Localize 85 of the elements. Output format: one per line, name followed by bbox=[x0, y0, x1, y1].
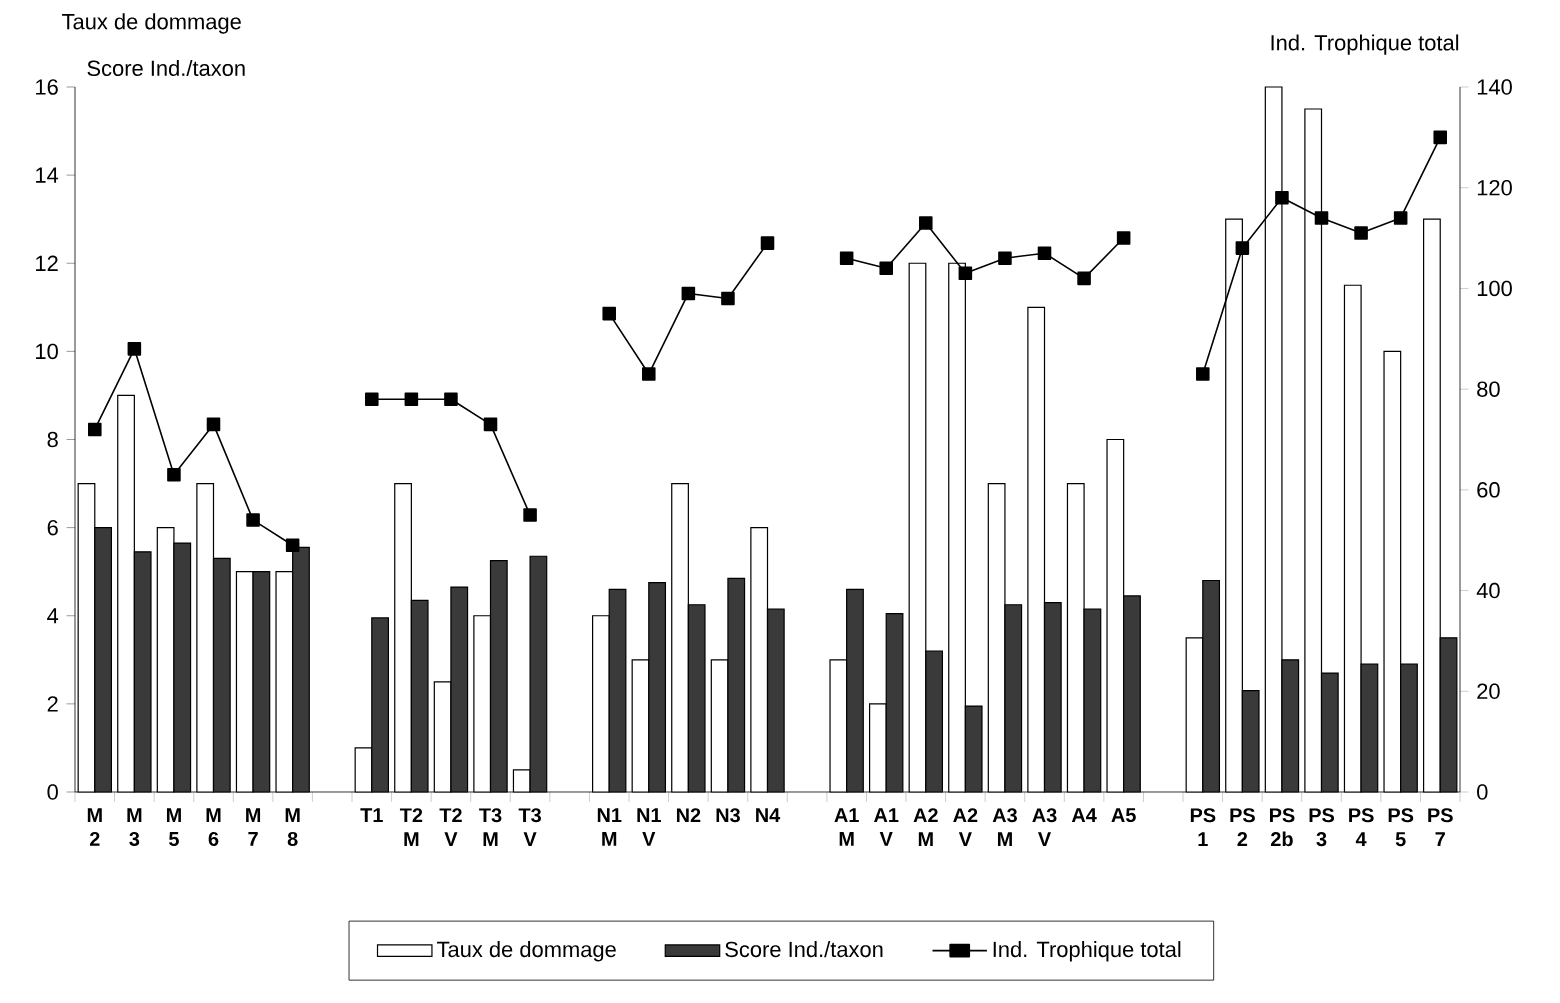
y-tick-label: 6 bbox=[47, 519, 58, 536]
y2-axis-title: Ind. Trophique total bbox=[1271, 34, 1459, 55]
x-tick-label: T3 M bbox=[479, 808, 502, 847]
y-tick-label: 14 bbox=[36, 167, 59, 183]
point bbox=[404, 392, 419, 406]
point bbox=[206, 417, 221, 432]
point bbox=[167, 467, 181, 482]
y2-tick-label: 80 bbox=[1477, 381, 1500, 397]
point bbox=[760, 236, 775, 250]
x-tick-label: M 7 bbox=[246, 808, 261, 846]
x-tick-label: A1 M bbox=[834, 808, 859, 846]
x-tick-label: M 5 bbox=[166, 808, 181, 847]
x-tick-label: T1 bbox=[360, 808, 383, 822]
x-tick-label: A2 V bbox=[953, 808, 978, 847]
x-tick-label: PS 1 bbox=[1190, 808, 1216, 847]
x-tick-label: T2 V bbox=[439, 808, 462, 847]
point bbox=[127, 342, 142, 356]
x-tick-label: PS 3 bbox=[1309, 808, 1335, 847]
x-tick-label: A5 bbox=[1111, 808, 1136, 823]
point bbox=[839, 251, 854, 265]
y-tick-label: 12 bbox=[36, 255, 58, 271]
x-tick-label: M 3 bbox=[127, 808, 142, 847]
y2-tick-label: 100 bbox=[1477, 280, 1512, 297]
x-tick-label: PS 2b bbox=[1269, 808, 1295, 847]
point bbox=[365, 392, 379, 406]
y2-tick-label: 40 bbox=[1476, 582, 1500, 599]
y-tick-label: 10 bbox=[36, 343, 58, 360]
x-tick-label: PS 4 bbox=[1349, 808, 1374, 847]
point bbox=[1275, 191, 1289, 205]
x-tick-label: A1 V bbox=[873, 808, 899, 846]
point bbox=[444, 392, 458, 406]
point bbox=[879, 261, 893, 276]
point bbox=[681, 286, 696, 301]
x-tick-label: N1 V bbox=[637, 808, 661, 846]
point bbox=[523, 508, 537, 522]
point bbox=[1116, 231, 1131, 245]
point bbox=[1314, 211, 1329, 225]
text: Score Ind./taxon bbox=[87, 59, 245, 77]
point bbox=[285, 538, 300, 553]
x-tick-label: PS 7 bbox=[1428, 808, 1453, 847]
x-tick-label: N4 bbox=[756, 808, 781, 822]
y-tick-label: 4 bbox=[47, 608, 59, 624]
y2-tick-label: 140 bbox=[1477, 79, 1512, 95]
legend-label: Taux de dommage bbox=[437, 941, 616, 962]
y-tick-label: 0 bbox=[47, 784, 58, 800]
point bbox=[721, 291, 735, 306]
point bbox=[1393, 211, 1408, 225]
x-tick-label: N3 bbox=[716, 808, 740, 823]
y-axis-title: Taux de dommage bbox=[62, 13, 241, 34]
point bbox=[1037, 246, 1052, 260]
point bbox=[919, 216, 933, 230]
point bbox=[602, 306, 616, 321]
x-tick-label: M 6 bbox=[206, 808, 221, 847]
x-tick-label: A2 M bbox=[913, 808, 938, 847]
x-tick-label: M 2 bbox=[87, 808, 102, 846]
x-tick-label: A3 V bbox=[1032, 808, 1057, 847]
y-tick-label: 2 bbox=[47, 696, 58, 712]
x-tick-label: T2 M bbox=[399, 808, 423, 847]
point bbox=[958, 266, 973, 281]
y2-tick-label: 0 bbox=[1477, 784, 1488, 800]
x-tick-label: N1 M bbox=[597, 808, 622, 846]
x-tick-label: A3 M bbox=[992, 808, 1017, 847]
y2-tick-label: 20 bbox=[1477, 683, 1500, 700]
point bbox=[1433, 130, 1447, 145]
point bbox=[1077, 271, 1091, 286]
point bbox=[1235, 241, 1250, 255]
x-tick-label: PS 5 bbox=[1388, 808, 1414, 847]
point bbox=[1196, 367, 1210, 381]
x-tick-label: T3 V bbox=[518, 808, 541, 847]
x-tick-label: A4 bbox=[1071, 808, 1097, 822]
point bbox=[1354, 226, 1368, 240]
x-tick-label: N2 bbox=[676, 808, 701, 823]
point bbox=[88, 422, 102, 437]
point bbox=[246, 513, 260, 527]
y-tick-label: 16 bbox=[36, 79, 58, 95]
y2-tick-label: 120 bbox=[1477, 179, 1512, 196]
point bbox=[483, 417, 498, 432]
legend-label: Score Ind./taxon bbox=[725, 941, 883, 958]
y-tick-label: 8 bbox=[47, 431, 58, 448]
x-tick-label: M 8 bbox=[285, 808, 300, 847]
point bbox=[998, 251, 1012, 265]
x-tick-label: PS 2 bbox=[1230, 808, 1255, 847]
point bbox=[642, 367, 656, 381]
y2-tick-label: 60 bbox=[1477, 482, 1500, 498]
legend-label: Ind. Trophique total bbox=[993, 941, 1181, 962]
